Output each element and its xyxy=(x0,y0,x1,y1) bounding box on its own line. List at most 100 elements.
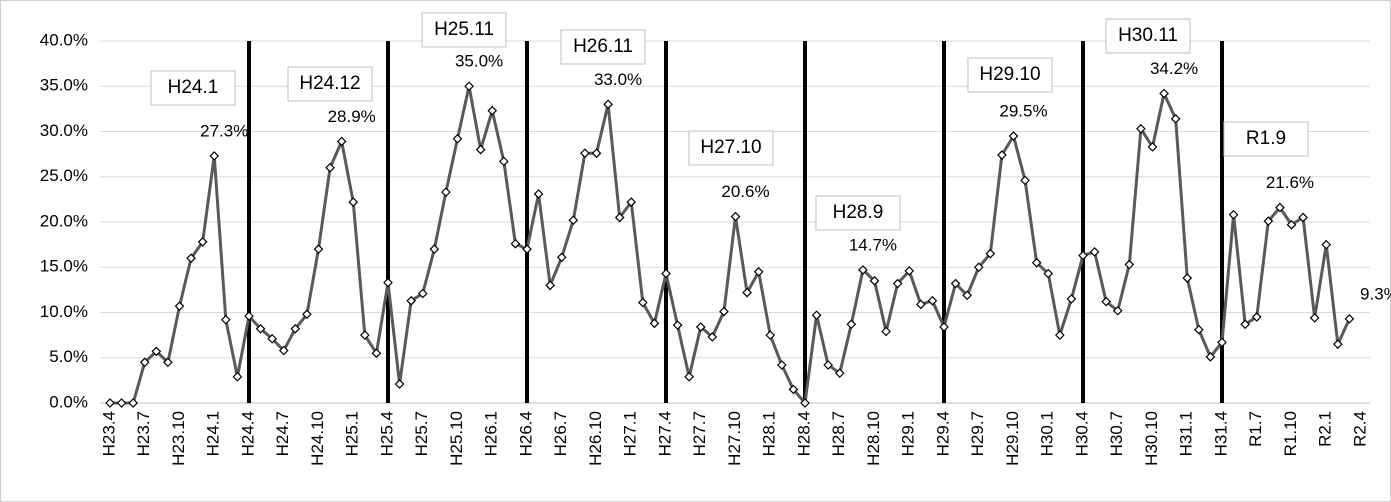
data-point xyxy=(452,133,463,144)
y-tick-label: 30.0% xyxy=(40,121,88,140)
data-point xyxy=(1263,216,1274,226)
data-point xyxy=(753,266,764,277)
x-tick-label: H27.10 xyxy=(725,411,744,466)
annotation-box xyxy=(150,70,236,106)
x-tick-label: H24.7 xyxy=(273,411,292,456)
data-point xyxy=(823,360,834,370)
data-point xyxy=(116,398,127,408)
data-point xyxy=(742,287,752,298)
x-tick-label: H29.7 xyxy=(968,411,987,456)
data-point xyxy=(302,309,312,320)
data-point xyxy=(556,252,567,263)
data-point xyxy=(580,148,590,159)
annotation: H28.9 xyxy=(833,202,884,223)
data-point xyxy=(487,105,498,116)
annotation: H24.1 xyxy=(168,77,219,98)
data-point xyxy=(498,156,509,167)
data-point xyxy=(429,244,440,254)
data-point xyxy=(1078,250,1088,261)
x-tick-label: H25.7 xyxy=(412,411,431,456)
x-tick-label: H26.1 xyxy=(482,411,501,456)
x-tick-label: H30.7 xyxy=(1107,411,1126,456)
data-point xyxy=(1170,113,1181,124)
data-point xyxy=(475,144,486,155)
data-point xyxy=(348,197,359,207)
x-tick-label: H27.4 xyxy=(655,411,674,456)
data-point xyxy=(1205,351,1216,362)
data-point xyxy=(927,295,938,306)
data-point xyxy=(1344,313,1355,324)
data-point xyxy=(730,211,741,222)
data-point xyxy=(139,357,150,368)
x-tick-label: H27.7 xyxy=(690,411,709,456)
data-point xyxy=(1054,330,1065,340)
data-label: 34.2% xyxy=(1150,59,1198,78)
data-point xyxy=(776,360,787,370)
data-point xyxy=(105,398,115,408)
data-point xyxy=(394,379,405,389)
data-point xyxy=(325,162,335,173)
data-point xyxy=(1159,88,1169,99)
data-point xyxy=(232,371,243,382)
data-point xyxy=(707,332,718,342)
data-point xyxy=(522,244,532,254)
annotation: H25.11 xyxy=(434,19,494,40)
data-point xyxy=(904,266,915,276)
data-point xyxy=(244,311,254,321)
data-point xyxy=(800,398,810,408)
x-tick-label: H26.4 xyxy=(516,411,535,456)
data-point xyxy=(1112,305,1123,316)
data-point xyxy=(220,314,231,325)
data-point xyxy=(881,326,891,337)
annotation-box xyxy=(287,66,373,102)
data-point xyxy=(846,319,857,330)
data-point xyxy=(719,306,729,317)
data-point xyxy=(383,277,393,288)
data-label: 20.6% xyxy=(721,182,769,201)
data-label: 35.0% xyxy=(455,52,503,71)
x-tick-label: H23.7 xyxy=(134,411,153,456)
data-point xyxy=(811,310,822,321)
x-tick-label: H23.10 xyxy=(169,411,188,466)
data-point xyxy=(209,151,220,161)
data-point xyxy=(1147,142,1158,152)
data-point xyxy=(649,318,660,329)
data-point xyxy=(1240,319,1251,330)
x-tick-label: H30.4 xyxy=(1072,411,1091,456)
data-point xyxy=(1309,313,1320,323)
data-point xyxy=(973,262,984,273)
x-tick-label: H31.1 xyxy=(1177,411,1196,456)
x-tick-label: H25.10 xyxy=(447,411,466,466)
data-point xyxy=(765,330,776,340)
data-point xyxy=(1298,212,1308,223)
data-point xyxy=(1136,123,1146,134)
data-point xyxy=(997,150,1007,160)
annotation-box xyxy=(1223,121,1309,157)
data-label: 28.9% xyxy=(328,107,376,126)
annotation-box xyxy=(815,195,901,231)
x-tick-label: H29.1 xyxy=(899,411,918,456)
data-point xyxy=(892,278,903,289)
data-point xyxy=(684,371,695,382)
data-point xyxy=(151,346,162,357)
data-point xyxy=(985,248,996,259)
data-point xyxy=(1101,296,1112,307)
data-point xyxy=(939,322,949,332)
data-point xyxy=(128,398,139,408)
y-tick-label: 5.0% xyxy=(49,347,88,366)
data-point xyxy=(568,215,579,226)
x-tick-label: H30.1 xyxy=(1038,411,1057,456)
data-point xyxy=(417,288,428,299)
annotation: R1.9 xyxy=(1246,128,1286,149)
annotation: H27.10 xyxy=(700,137,761,158)
x-tick-label: H30.10 xyxy=(1142,411,1161,466)
x-tick-label: R1.10 xyxy=(1281,411,1300,456)
data-point xyxy=(1217,337,1227,348)
data-label: 9.3% xyxy=(1360,284,1391,303)
x-tick-label: H29.4 xyxy=(933,411,952,456)
x-tick-label: H25.1 xyxy=(343,411,362,456)
y-tick-label: 0.0% xyxy=(49,392,88,411)
x-tick-label: H24.10 xyxy=(308,411,327,466)
data-label: 27.3% xyxy=(200,121,248,140)
